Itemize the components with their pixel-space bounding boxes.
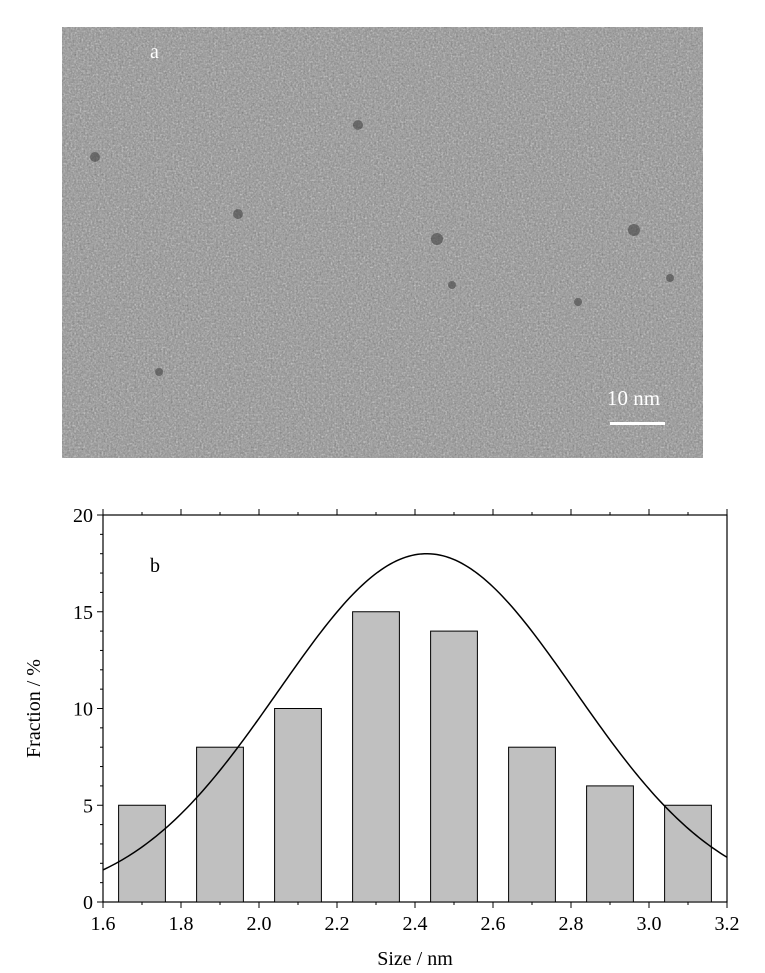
y-axis-label: Fraction / % bbox=[23, 659, 45, 758]
x-tick-label: 2.4 bbox=[403, 913, 428, 935]
bar-7 bbox=[664, 804, 712, 903]
x-tick-label: 2.2 bbox=[325, 913, 350, 935]
y-tick-label: 15 bbox=[73, 602, 93, 624]
bar-5 bbox=[508, 746, 556, 903]
x-tick-label: 2.6 bbox=[481, 913, 506, 935]
bar-3 bbox=[352, 611, 400, 903]
bar-6 bbox=[586, 785, 634, 903]
y-tick-label: 0 bbox=[83, 892, 93, 914]
panel-label-b: b bbox=[150, 555, 160, 577]
bar-1 bbox=[196, 746, 244, 903]
bar-2 bbox=[274, 708, 322, 903]
y-tick-label: 5 bbox=[83, 795, 93, 817]
scale-bar-label: 10 nm bbox=[607, 386, 661, 410]
y-tick-label: 20 bbox=[73, 505, 93, 527]
panel-label-a: a bbox=[150, 41, 159, 63]
bar-0 bbox=[118, 804, 166, 903]
fit-curve-group bbox=[102, 552, 728, 871]
x-tick-label: 1.8 bbox=[169, 913, 194, 935]
scale-bar bbox=[610, 422, 665, 425]
x-tick-label: 1.6 bbox=[91, 913, 116, 935]
tem-texture bbox=[62, 27, 703, 458]
tem-micrograph: a 10 nm bbox=[62, 27, 703, 458]
bars bbox=[118, 611, 712, 903]
size-distribution-chart: 1.6 1.8 2.0 2.2 2.4 2.6 2.8 3.0 3.2 0 5 10 15 20 b Si… bbox=[23, 505, 740, 970]
bar-4 bbox=[430, 630, 478, 903]
x-axis-label: Size / nm bbox=[377, 948, 453, 970]
x-tick-label: 3.2 bbox=[715, 913, 740, 935]
x-tick-label: 3.0 bbox=[637, 913, 662, 935]
x-tick-label: 2.8 bbox=[559, 913, 584, 935]
y-tick-label: 10 bbox=[73, 699, 93, 721]
axis-ticks: 1.6 1.8 2.0 2.2 2.4 2.6 2.8 3.0 3.2 0 5 10 15 20 bbox=[73, 505, 740, 935]
fit-curve bbox=[102, 552, 728, 871]
x-tick-label: 2.0 bbox=[247, 913, 272, 935]
